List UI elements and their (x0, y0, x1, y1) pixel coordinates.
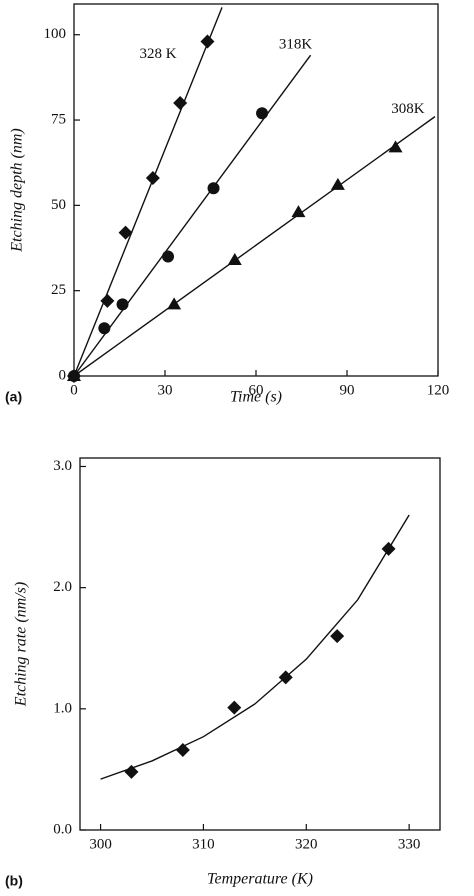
x-axis-title: Time (s) (230, 389, 282, 406)
x-tick-label: 90 (340, 382, 355, 398)
marker-circle (98, 322, 111, 335)
y-tick-label: 50 (51, 197, 66, 213)
marker-triangle (291, 205, 306, 218)
fit-line (73, 116, 436, 377)
marker-circle (207, 182, 220, 195)
x-axis-title: Temperature (K) (207, 871, 313, 888)
series-label: 318K (279, 37, 313, 53)
series-label: 328 K (139, 46, 176, 62)
x-tick-label: 330 (398, 836, 421, 852)
x-tick-label: 60 (249, 382, 264, 398)
y-tick-label: 100 (44, 26, 67, 42)
x-tick-label: 120 (427, 382, 450, 398)
plot-frame (79, 457, 441, 831)
marker-diamond (330, 629, 345, 644)
marker-diamond (173, 95, 188, 110)
fit-line (73, 7, 223, 377)
plot-frame (73, 3, 439, 377)
fit-line (73, 54, 312, 377)
x-tick-label: 30 (158, 382, 173, 398)
marker-triangle (388, 140, 403, 153)
fit-line (100, 514, 410, 780)
panel-label: (a) (5, 389, 22, 405)
y-tick-label: 0.0 (53, 821, 72, 837)
x-tick-label: 300 (89, 836, 112, 852)
y-axis-title: Etching rate (nm/s) (13, 582, 30, 707)
marker-circle (256, 107, 269, 120)
marker-diamond (200, 34, 215, 49)
series-label: 308K (391, 101, 425, 117)
marker-triangle (330, 177, 345, 190)
y-tick-label: 1.0 (53, 700, 72, 716)
marker-diamond (381, 541, 396, 556)
marker-circle (116, 298, 129, 311)
y-tick-label: 75 (51, 111, 66, 127)
y-tick-label: 25 (51, 282, 66, 298)
marker-diamond (118, 225, 133, 240)
marker-diamond (100, 293, 115, 308)
y-axis-title: Etching depth (nm) (9, 128, 26, 253)
marker-triangle (167, 297, 182, 310)
marker-diamond (124, 764, 139, 779)
marker-diamond (175, 743, 190, 758)
y-tick-label: 2.0 (53, 579, 72, 595)
marker-diamond (145, 171, 160, 186)
marker-triangle (67, 369, 81, 381)
marker-diamond (278, 670, 293, 685)
panel-label: (b) (5, 873, 23, 889)
x-tick-label: 310 (192, 836, 215, 852)
x-tick-label: 0 (70, 382, 78, 398)
y-tick-label: 3.0 (53, 458, 72, 474)
marker-diamond (227, 700, 242, 715)
marker-triangle (227, 252, 242, 265)
marker-circle (162, 250, 175, 263)
x-tick-label: 320 (295, 836, 318, 852)
y-tick-label: 0 (59, 367, 67, 383)
